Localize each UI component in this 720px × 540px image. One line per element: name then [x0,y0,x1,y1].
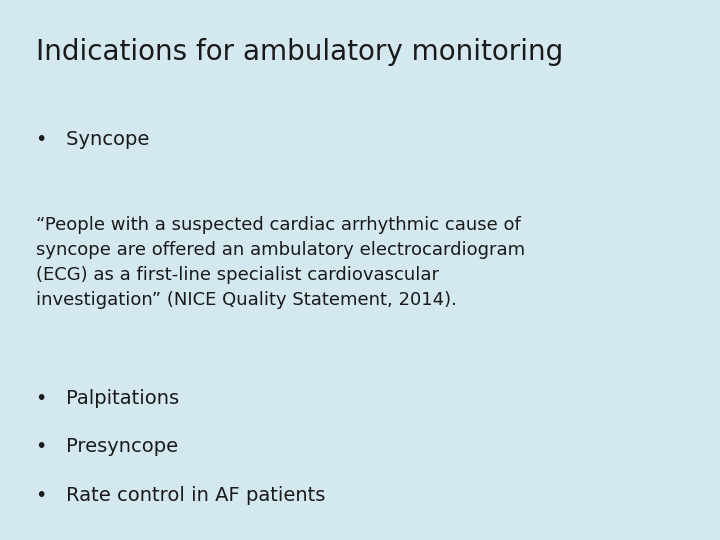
Text: •   Rate control in AF patients: • Rate control in AF patients [36,486,325,505]
Text: •   Syncope: • Syncope [36,130,149,148]
Text: Indications for ambulatory monitoring: Indications for ambulatory monitoring [36,38,563,66]
Text: “People with a suspected cardiac arrhythmic cause of
syncope are offered an ambu: “People with a suspected cardiac arrhyth… [36,216,525,309]
Text: •   Presyncope: • Presyncope [36,437,178,456]
Text: •   Palpitations: • Palpitations [36,389,179,408]
